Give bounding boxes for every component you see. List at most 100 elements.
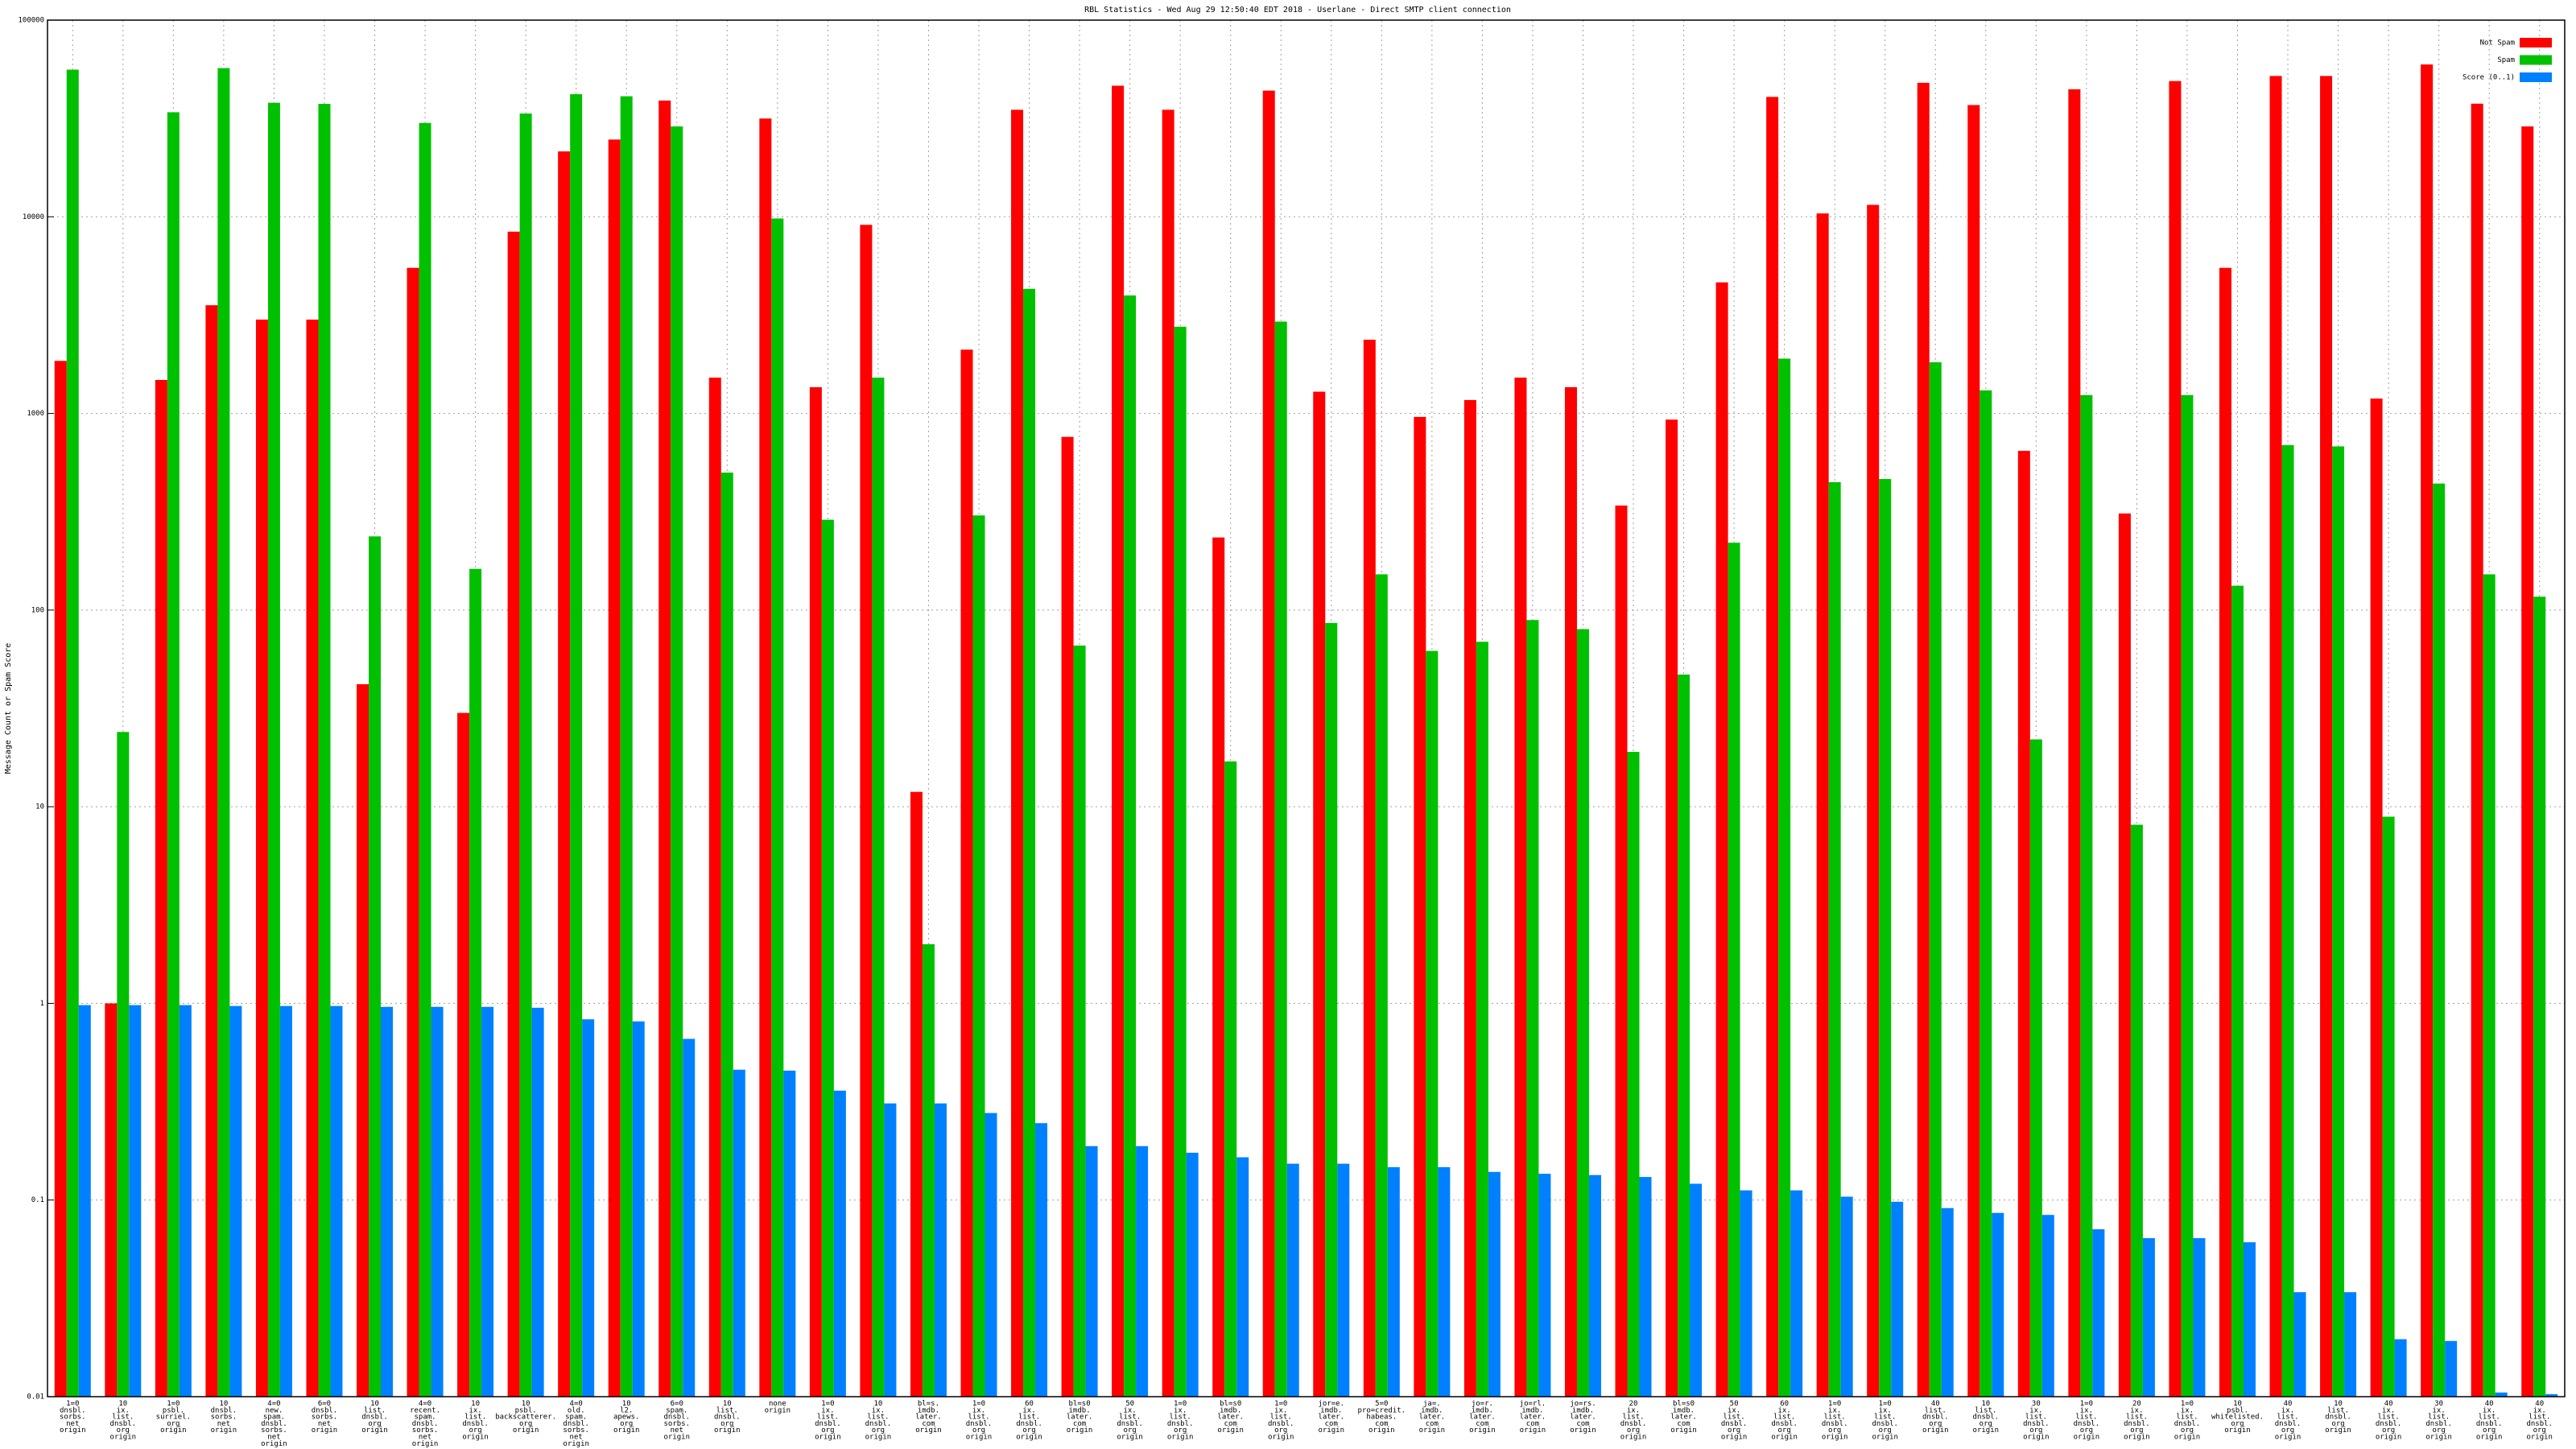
bar [2445,1340,2458,1397]
x-tick-label-line: later. [1319,1413,1345,1421]
bar [1061,436,1074,1397]
x-tick-label-line: org [2080,1426,2093,1435]
x-tick-label-line: origin [563,1439,589,1447]
x-tick-label-line: apews. [613,1413,640,1421]
x-tick-label-line: list. [364,1406,386,1414]
x-tick-label-line: 40 [2384,1400,2393,1408]
x-tick-label-line: list. [968,1413,989,1421]
bar [1979,390,1992,1397]
x-tick-label-line: list. [1119,1413,1141,1421]
x-tick-label-line: 40 [2535,1400,2544,1408]
x-tick-label-line: ix. [972,1406,985,1414]
x-tick-label-line: dnsbl. [1771,1419,1798,1427]
x-tick-label-line: imdb. [1521,1406,1543,1414]
x-tick-label-line: 10 [118,1400,127,1408]
x-tick-label-line: origin [663,1433,690,1441]
x-tick-label-line: 1=0 [1174,1400,1187,1408]
x-tick-label-line: sorbs. [412,1426,439,1435]
bar [582,1019,595,1397]
x-tick-label-line: origin [261,1439,287,1447]
x-tick-label-line: org [1627,1426,1640,1435]
x-tick-label: 20 ix. list. dnsbl. org origin [1620,1400,1647,1442]
y-tick-label: 0.01 [27,1393,44,1402]
x-tick-label-line: ix. [872,1406,885,1414]
x-tick-label-line: 20 [2132,1400,2141,1408]
bar [1766,97,1779,1397]
x-tick-label-line: imdb. [1572,1406,1594,1414]
legend-swatch [2520,72,2552,82]
x-tick-label-line: 10 [2233,1400,2242,1408]
bar [2332,446,2345,1397]
x-tick-label-line: 40 [2485,1400,2494,1408]
x-tick-label: 1=0 ix. list. dnsbl. org origin [815,1400,841,1442]
bar [1136,1146,1149,1397]
x-tick-label-line: org [2231,1419,2244,1427]
x-tick-label-line: org [872,1426,885,1435]
bar [720,473,733,1397]
x-tick-label: 50 ix. list. dnsbl. org origin [1117,1400,1143,1442]
bar [2243,1242,2256,1397]
x-tick-label-line: origin [160,1426,187,1435]
x-tick-label-line: 6=0 [318,1400,331,1408]
x-tick-label-line: org [167,1419,180,1427]
bar [1463,399,1476,1397]
x-tick-label-line: net [570,1433,583,1441]
x-tick-label-line: 30 [2434,1400,2443,1408]
x-tick-label-line: list. [1874,1413,1896,1421]
x-tick-label-line: list. [1975,1406,1996,1414]
x-tick-label-line: list. [1018,1413,1040,1421]
x-tick-label-line: 1=0 [1274,1400,1287,1408]
x-tick-label-line: net [217,1419,230,1427]
x-tick-label: 1=0 psbl. surriel. org origin [156,1400,191,1435]
bar [1325,622,1338,1397]
bar [2421,64,2434,1397]
x-tick-label-line: 10 [873,1400,882,1408]
bar [1678,674,1690,1397]
x-tick-label-line: sorbs. [663,1419,690,1427]
y-axis-label: Message Count or Spam Score [4,643,13,774]
x-tick-label-line: dnsbl. [2526,1419,2553,1427]
x-tick-label-line: dnsbl. [1620,1419,1647,1427]
bar [708,378,721,1397]
x-tick-label-line: pro=credit. [1358,1406,1406,1414]
bar [570,94,583,1397]
x-tick-label-line: dnsbl. [312,1406,338,1414]
x-tick-label-line: spam. [263,1413,285,1421]
bar [2130,824,2143,1397]
x-tick-label-line: old. [568,1406,585,1414]
x-tick-label-line: origin [613,1426,640,1435]
x-tick-label: none origin [765,1400,791,1414]
x-tick-label-line: imdb. [1069,1406,1091,1414]
bar [872,378,885,1397]
bar [1438,1166,1451,1397]
x-tick-label-line: dnsbl. [2174,1419,2201,1427]
x-tick-label-line: l2. [620,1406,633,1414]
bar [531,1007,544,1397]
bar [2281,444,2294,1397]
bar [2471,103,2483,1397]
x-tick-label-line: ix. [2181,1406,2194,1414]
x-tick-label-line: bl=s0 [1673,1400,1695,1408]
x-tick-label: bl=s0 imdb. later. com origin [1670,1400,1697,1435]
x-tick-label-line: later. [1520,1413,1546,1421]
bar [1538,1174,1551,1397]
bar [1879,479,1892,1397]
x-tick-label-line: ix. [1123,1406,1136,1414]
x-tick-label-line: spam. [666,1406,687,1414]
x-tick-label-line: list. [2479,1413,2500,1421]
x-tick-label-line: ix. [1777,1406,1790,1414]
x-tick-label-line: ix. [1828,1406,1841,1414]
x-tick-label-line: list. [2529,1413,2550,1421]
y-tick-label: 100 [31,606,44,614]
x-tick-label: 10 l2. apews. org origin [613,1400,640,1435]
bar [922,943,935,1397]
x-tick-label-line: dnsbl. [563,1419,589,1427]
x-tick-label-line: com [1677,1419,1690,1427]
x-tick-label-line: dnsbl. [966,1419,993,1427]
x-tick-label-line: 10 [2334,1400,2343,1408]
x-tick-label: 1=0 ix. list. dnsbl. org origin [1872,1400,1898,1442]
x-tick-label: jo=r. imdb. later. com origin [1469,1400,1496,1435]
bar [2433,483,2446,1397]
bar [255,320,268,1397]
